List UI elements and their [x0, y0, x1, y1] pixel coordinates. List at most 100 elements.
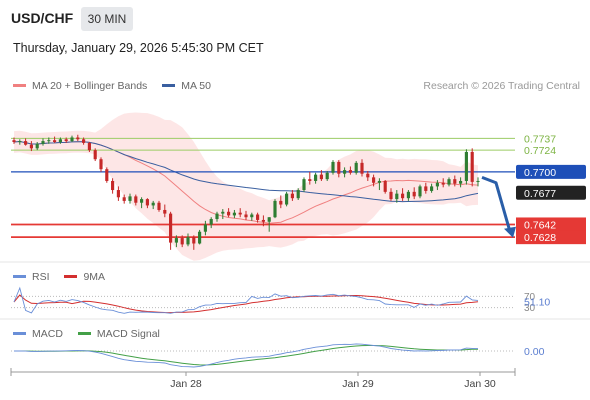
- candle-body: [99, 159, 103, 170]
- candle-body: [435, 182, 439, 187]
- candle-body: [430, 186, 434, 191]
- datetime-label: Thursday, January 29, 2026 5:45:30 PM CE…: [13, 41, 264, 55]
- candle-body: [453, 179, 457, 184]
- candle-body: [221, 211, 225, 214]
- candle-body: [325, 172, 329, 180]
- candle-body: [105, 169, 109, 181]
- x-tick-label: Jan 30: [464, 378, 496, 390]
- candle-body: [53, 140, 57, 142]
- rsi-level-label: 30: [524, 303, 536, 314]
- macd-signal-legend-label: MACD Signal: [96, 328, 160, 340]
- candle-body: [215, 213, 219, 220]
- bollinger-band: [14, 112, 478, 261]
- rsi-legend-swatch: [13, 274, 26, 278]
- candle-body: [169, 213, 173, 243]
- candle-body: [337, 161, 341, 174]
- chart-header: USD/CHF 30 MIN: [0, 0, 590, 36]
- resistance-label: 0.7737: [524, 133, 556, 145]
- pivot-tag: [516, 164, 586, 179]
- rsi-legend: RSI 9MA: [13, 271, 105, 283]
- macd-line: [14, 343, 479, 368]
- candle-body: [238, 212, 242, 215]
- candle-body: [227, 211, 231, 216]
- macd-signal-legend-swatch: [77, 331, 91, 335]
- rsi-level-label: 70: [524, 292, 536, 303]
- candle-body: [285, 193, 289, 205]
- candle-body: [232, 212, 236, 216]
- main-legend: MA 20 + Bollinger Bands MA 50: [13, 80, 211, 92]
- rsi-legend-label: RSI: [32, 271, 50, 283]
- candle-body: [41, 141, 45, 144]
- candle-body: [47, 140, 51, 142]
- candle-body: [383, 180, 387, 192]
- candle-body: [76, 137, 80, 140]
- last-price-label: 0.7677: [524, 188, 556, 200]
- forecast-arrow: [481, 175, 512, 233]
- macd-legend-label: MACD: [32, 328, 63, 340]
- candle-body: [203, 224, 207, 232]
- candle-body: [314, 174, 318, 181]
- candle-body: [343, 170, 347, 174]
- candle-body: [406, 191, 410, 199]
- candle-body: [377, 180, 381, 183]
- pivot-label: 0.7700: [524, 167, 556, 179]
- candle-body: [412, 191, 416, 197]
- candle-body: [174, 238, 178, 243]
- rsi-ma-legend-swatch: [64, 274, 78, 278]
- macd-signal-line: [14, 345, 479, 366]
- candle-body: [424, 186, 428, 191]
- macd-legend: MACD MACD Signal: [13, 328, 160, 340]
- candle-body: [476, 180, 480, 182]
- candle-body: [145, 199, 149, 206]
- resistance-label: 0.7724: [524, 145, 556, 157]
- candle-body: [273, 200, 277, 218]
- candle-body: [122, 197, 126, 201]
- candle-body: [256, 214, 260, 220]
- candle-body: [308, 179, 312, 181]
- candle-body: [64, 139, 68, 142]
- support-tag: [516, 217, 586, 232]
- candle-body: [279, 200, 283, 205]
- candle-body: [12, 140, 16, 142]
- candle-body: [87, 142, 91, 151]
- candle-body: [360, 162, 364, 174]
- candle-body: [261, 219, 265, 222]
- candle-body: [244, 214, 248, 218]
- candle-body: [82, 139, 86, 143]
- candle-body: [470, 151, 474, 182]
- candle-body: [18, 141, 22, 143]
- candle-body: [441, 182, 445, 185]
- candle-body: [296, 190, 300, 199]
- x-tick-label: Jan 29: [342, 378, 374, 390]
- candle-body: [93, 150, 97, 160]
- ma50-line: [13, 140, 479, 203]
- candle-body: [157, 202, 161, 210]
- candle-body: [447, 179, 451, 185]
- macd-legend-swatch: [13, 331, 26, 335]
- candle-body: [128, 196, 132, 201]
- candle-body: [267, 217, 271, 222]
- timeframe-badge[interactable]: 30 MIN: [81, 7, 133, 31]
- source-label: Research © 2026 Trading Central: [423, 80, 580, 92]
- macd-value-label: 0.00: [524, 346, 545, 358]
- candle-body: [459, 180, 463, 184]
- candle-body: [354, 162, 358, 173]
- candle-body: [331, 161, 335, 173]
- candle-body: [111, 180, 115, 191]
- candle-body: [35, 143, 39, 149]
- forecast-arrow-head: [504, 226, 516, 238]
- candle-body: [24, 141, 28, 145]
- candle-body: [198, 231, 202, 244]
- last-price-tag: [516, 185, 586, 200]
- support-tag: [516, 230, 586, 245]
- ma20-legend-label: MA 20 + Bollinger Bands: [32, 80, 148, 92]
- candle-body: [140, 199, 144, 203]
- support-label: 0.7628: [524, 232, 556, 244]
- candle-body: [372, 177, 376, 183]
- candle-body: [29, 144, 33, 149]
- candle-body: [70, 137, 74, 142]
- candle-body: [134, 196, 138, 203]
- candle-body: [180, 238, 184, 245]
- rsi-ma-line: [13, 294, 479, 314]
